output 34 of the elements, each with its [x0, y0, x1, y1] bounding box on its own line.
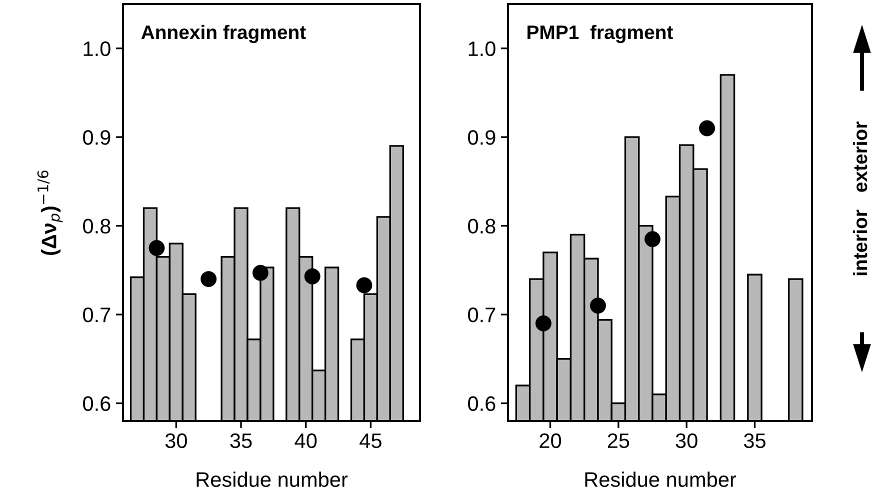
y-tick-label: 0.9: [83, 130, 110, 145]
x-tick-label: 40: [294, 433, 317, 448]
y-tick-label: 0.8: [83, 218, 110, 234]
x-tick-label: 35: [744, 433, 766, 448]
point: [148, 240, 165, 256]
text: Annexin fragment: [141, 24, 306, 44]
point: [590, 298, 606, 314]
x-axis-title: Residue number: [585, 472, 736, 487]
point: [644, 231, 660, 248]
y-tick-label: 0.7: [83, 308, 110, 322]
point: [699, 120, 716, 136]
x-tick-label: 30: [676, 433, 698, 448]
y-tick-label: 0.8: [468, 218, 496, 234]
y-tick-label: 0.6: [468, 396, 496, 412]
x-tick-label: 25: [608, 433, 630, 448]
point: [252, 264, 268, 281]
point: [356, 277, 372, 294]
point: [304, 268, 320, 284]
text: PMP1 fragment: [528, 24, 673, 44]
y-tick-label: 1.0: [84, 41, 110, 56]
x-tick-label: 35: [230, 433, 252, 448]
point: [535, 315, 552, 332]
x-tick-label: 45: [360, 434, 382, 448]
x-axis-title: Residue number: [196, 472, 348, 487]
text: exterior: [852, 122, 868, 192]
y-tick-label: 1.0: [468, 41, 496, 56]
y-tick-label: 0.9: [468, 130, 496, 145]
point: [200, 271, 217, 288]
x-tick-label: 20: [540, 433, 562, 448]
y-tick-label: 0.6: [83, 396, 110, 412]
y-axis-title: (Δν$_{p}$)$^{−1/6}$: [37, 170, 63, 256]
y-tick-label: 0.7: [468, 308, 496, 322]
text: interior: [852, 210, 868, 276]
x-tick-label: 30: [165, 433, 187, 448]
